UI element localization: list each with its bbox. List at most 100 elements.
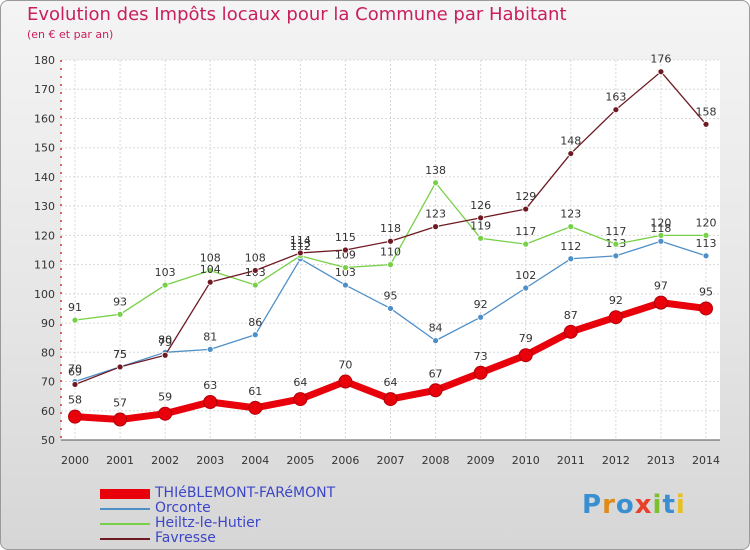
x-tick-label: 2014: [692, 454, 720, 467]
data-label: 117: [605, 225, 626, 238]
data-label: 102: [515, 269, 536, 282]
data-label: 64: [293, 376, 307, 389]
data-label: 87: [564, 309, 578, 322]
data-point: [338, 374, 353, 389]
y-tick-label: 80: [41, 346, 55, 359]
x-tick-label: 2000: [61, 454, 89, 467]
brand-letter: P: [582, 490, 603, 520]
data-label: 70: [68, 363, 82, 376]
data-point: [116, 310, 124, 318]
data-label: 120: [650, 216, 671, 229]
data-point: [248, 400, 263, 415]
data-point: [522, 284, 530, 292]
data-point: [296, 249, 304, 257]
x-tick-label: 2009: [467, 454, 495, 467]
data-point: [612, 240, 620, 248]
x-tick-label: 2008: [422, 454, 450, 467]
data-label: 86: [248, 316, 262, 329]
data-point: [473, 365, 488, 380]
data-point: [387, 237, 394, 245]
data-label: 61: [248, 385, 262, 398]
data-point: [702, 252, 710, 260]
data-point: [251, 331, 259, 339]
data-point: [387, 305, 394, 312]
brand-letter: t: [662, 490, 676, 520]
data-label: 95: [699, 285, 713, 298]
y-tick-label: 90: [41, 317, 55, 330]
data-point: [477, 313, 485, 321]
data-point: [251, 267, 259, 274]
brand-letter: i: [675, 490, 686, 520]
data-label: 69: [68, 365, 82, 378]
data-point: [68, 409, 82, 424]
data-label: 103: [335, 266, 356, 279]
data-label: 91: [68, 301, 82, 314]
data-label: 109: [335, 249, 356, 262]
y-tick-label: 150: [34, 142, 55, 155]
data-point: [206, 278, 214, 286]
data-label: 123: [425, 208, 446, 221]
legend-swatch: [100, 538, 150, 540]
data-label: 93: [113, 295, 127, 308]
data-label: 176: [650, 53, 671, 66]
x-tick-label: 2007: [377, 454, 405, 467]
data-label: 108: [200, 251, 221, 264]
data-point: [432, 223, 439, 231]
legend-label: Orconte: [155, 500, 211, 516]
data-label: 75: [113, 348, 127, 361]
data-point: [522, 205, 530, 213]
x-tick-label: 2003: [196, 454, 224, 467]
data-point: [702, 120, 710, 128]
brand-letter: r: [602, 490, 616, 520]
data-point: [567, 255, 575, 263]
data-point: [206, 267, 214, 274]
x-tick-label: 2001: [106, 454, 134, 467]
legend-swatch: [100, 523, 150, 525]
data-label: 95: [384, 289, 398, 302]
data-label: 59: [158, 391, 172, 404]
data-label: 119: [470, 219, 491, 232]
y-tick-label: 60: [41, 405, 55, 418]
data-point: [477, 214, 485, 222]
data-point: [251, 281, 259, 289]
data-point: [342, 281, 349, 289]
data-point: [612, 252, 620, 260]
data-point: [71, 316, 79, 324]
x-tick-label: 2011: [557, 454, 585, 467]
x-tick-label: 2005: [286, 454, 314, 467]
legend-swatch: [100, 508, 150, 510]
y-tick-label: 140: [34, 171, 55, 184]
data-label: 112: [290, 240, 311, 253]
data-point: [657, 237, 665, 245]
data-label: 92: [474, 298, 488, 311]
data-point: [612, 106, 620, 114]
data-label: 67: [429, 367, 443, 380]
data-label: 70: [338, 359, 352, 372]
y-tick-label: 120: [34, 229, 55, 242]
data-label: 64: [384, 376, 398, 389]
data-point: [432, 179, 439, 187]
data-point: [116, 363, 124, 371]
data-label: 148: [560, 135, 581, 148]
data-point: [567, 150, 575, 157]
data-point: [342, 246, 349, 254]
y-tick-label: 100: [34, 288, 55, 301]
x-tick-label: 2010: [512, 454, 540, 467]
data-label: 113: [696, 237, 717, 250]
y-tick-label: 180: [34, 54, 55, 67]
data-label: 63: [203, 379, 217, 392]
data-label: 117: [515, 225, 536, 238]
data-point: [518, 348, 533, 363]
data-label: 84: [429, 322, 443, 335]
data-point: [293, 392, 308, 407]
data-point: [161, 351, 169, 359]
y-tick-label: 50: [41, 434, 55, 447]
y-tick-label: 160: [34, 112, 55, 125]
y-tick-label: 70: [41, 376, 55, 389]
data-point: [432, 337, 439, 345]
data-point: [113, 412, 128, 427]
proxiti-logo: Proxiti: [582, 490, 686, 520]
data-point: [563, 324, 578, 339]
data-point: [567, 223, 575, 231]
